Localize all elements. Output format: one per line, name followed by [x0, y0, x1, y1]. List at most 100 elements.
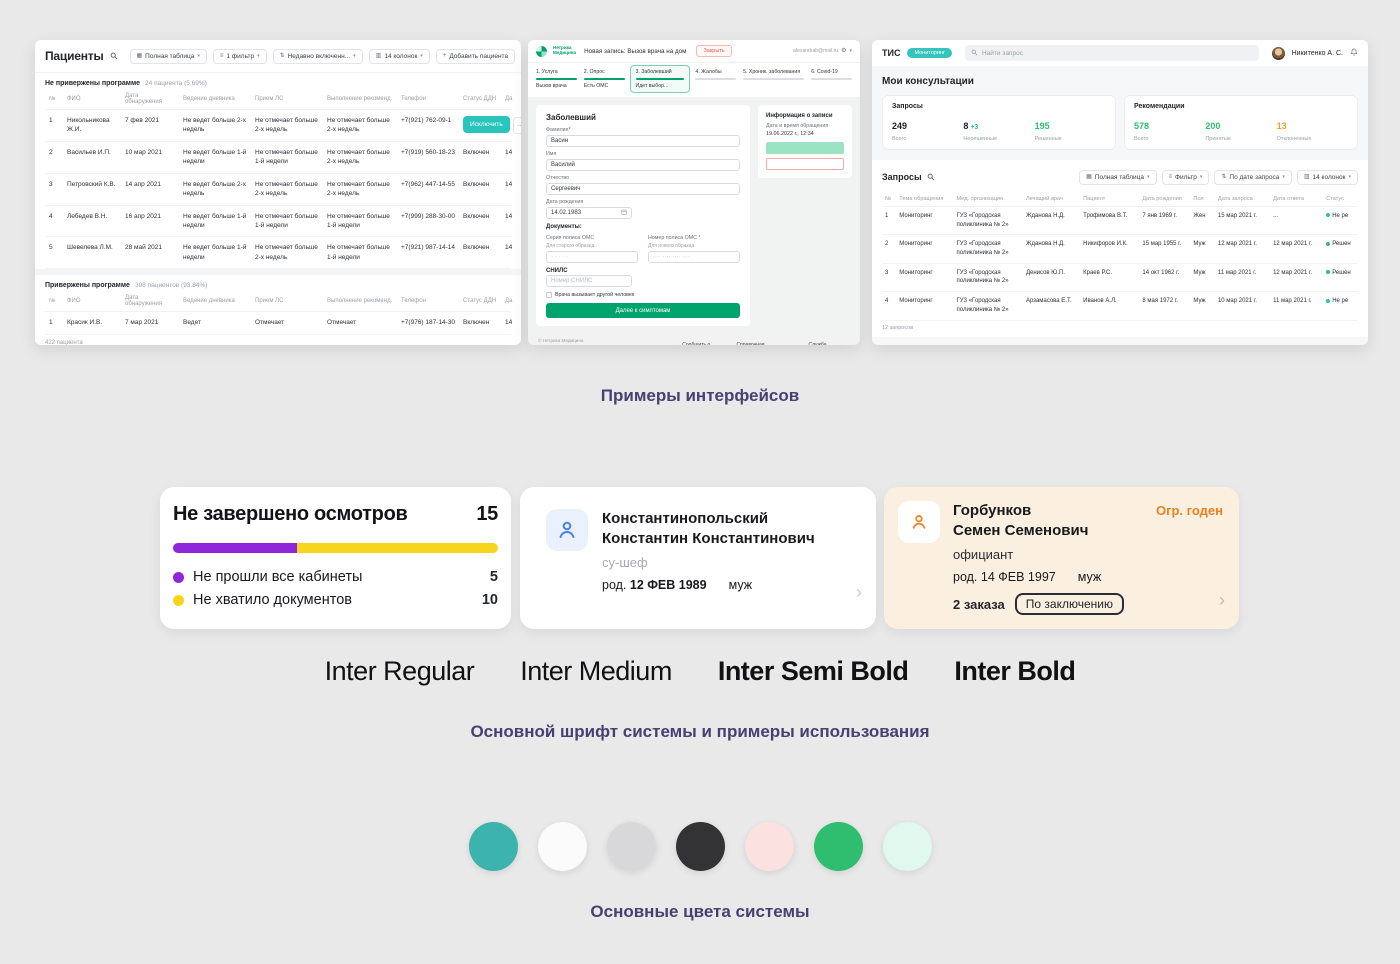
user-name[interactable]: Никитенко А. С.	[1291, 49, 1343, 57]
close-button[interactable]: Закрыть	[696, 45, 732, 57]
stepper-step[interactable]: 2. Опрос Есть ОМС	[583, 69, 625, 89]
middlename-field[interactable]: Сергеевич	[546, 183, 740, 195]
filter-select[interactable]: ≡ 1 фильтр ▾	[212, 48, 267, 64]
columns-select[interactable]: ▥ 14 колонок ▾	[1296, 169, 1358, 185]
calendar-icon[interactable]	[621, 209, 627, 217]
plus-icon: +	[442, 53, 447, 59]
oms-series-field[interactable]: · · · · ·	[546, 251, 638, 263]
stat-item: 249 Всего	[892, 121, 908, 142]
table-cell: Никольникова Ж.И.	[63, 109, 121, 142]
oms-number-field[interactable]: ···· ···· ···· ····	[648, 251, 740, 263]
chevron-down-icon: ▾	[1282, 173, 1285, 180]
requests-table: № Тема обращения Мед. организация Лечащи…	[882, 192, 1358, 321]
color-swatch	[675, 822, 725, 871]
table-cell: 7 фев 2021	[121, 109, 179, 142]
next-symptoms-button[interactable]: Далее к симптомам	[546, 303, 740, 318]
table-row[interactable]: 4 Мониторинг ГУЗ «Городская поликлиника …	[882, 291, 1358, 321]
employee-name: Горбунков Семен Семенович	[953, 502, 1089, 539]
empty-slot[interactable]	[766, 158, 844, 170]
support-link[interactable]: ?Служба поддержки	[801, 342, 850, 345]
checkbox[interactable]	[546, 292, 552, 298]
account-email[interactable]: alexandrab@mail.ru ⚙ ▾	[793, 47, 852, 54]
filter-select[interactable]: ≡ Фильтр ▾	[1161, 169, 1210, 185]
table-cell: Муж	[1190, 263, 1215, 293]
table-row[interactable]: 2 Мониторинг ГУЗ «Городская поликлиника …	[882, 234, 1358, 264]
column-header: Статус ДДН	[459, 89, 501, 110]
section-divider	[35, 269, 521, 276]
sort-select[interactable]: ⇅ По дате запроса ▾	[1214, 169, 1292, 185]
settings-icon[interactable]: ⚙	[841, 48, 847, 54]
report-issue-link[interactable]: ✆Сообщить о сбое	[676, 342, 720, 345]
table-row[interactable]: 2 Васильев И.П. 10 мар 2021 Не ведет бол…	[45, 141, 512, 174]
stepper: 1. Услуга Вызов врача 2. Опрос Есть ОМС …	[528, 62, 860, 97]
table-header-row: № ФИО Дата обнаружения Ведение дневника …	[45, 291, 512, 313]
column-header: Да	[501, 89, 512, 110]
chevron-right-icon[interactable]: ›	[1219, 590, 1225, 610]
color-swatch	[606, 822, 656, 871]
employee-card-restricted[interactable]: Горбунков Семен Семенович официант род. 1…	[884, 487, 1239, 629]
step-progress-line	[583, 78, 625, 80]
conclusion-chip[interactable]: По заключению	[1014, 593, 1124, 615]
table-row[interactable]: 3 Петровский К.В. 14 апр 2021 Не ведет б…	[45, 173, 512, 206]
docs-title: Документы:	[546, 224, 582, 230]
search-icon[interactable]	[110, 47, 118, 65]
lastname-field[interactable]: Васин	[546, 135, 740, 147]
stepper-step[interactable]: 6. Covid-19	[811, 69, 853, 89]
firstname-field[interactable]: Василий	[546, 159, 740, 171]
table-view-select[interactable]: ▦ Полная таблица ▾	[129, 48, 207, 64]
copyright: © Нетрика МедицинаПортал информационных …	[538, 338, 660, 345]
sort-icon: ⇅	[279, 53, 285, 59]
table-cell: Исключить...	[459, 109, 521, 142]
sort-icon: ⇅	[1221, 174, 1227, 180]
table-cell: 4	[45, 205, 63, 238]
table-row[interactable]: 1 Мониторинг ГУЗ «Городская поликлиника …	[882, 206, 1358, 236]
chevron-down-icon: ▾	[353, 52, 356, 59]
patients-header: Пациенты ▦ Полная таблица ▾ ≡ 1 фильтр ▾ ⇅ Не…	[35, 40, 521, 73]
table-row[interactable]: 5 Шевелева Л.М. 28 май 2021 Не ведет бол…	[45, 236, 512, 270]
stepper-step[interactable]: 5. Хроник. заболевания	[743, 69, 805, 89]
tis-screenshot: ТИС Мониторинг Найти запрос Никитенко А.…	[872, 40, 1368, 345]
table-row[interactable]: 1 Никольникова Ж.И. 7 фев 2021 Не ведет …	[45, 109, 521, 142]
employee-card[interactable]: Константинопольский Константин Константин…	[520, 487, 876, 629]
add-patient-button[interactable]: + Добавить пациента	[435, 48, 516, 64]
table-cell: 14	[501, 205, 512, 238]
employee-role: официант	[953, 547, 1014, 562]
column-header: Лечащий врач	[1022, 192, 1081, 207]
table-row[interactable]: 1 Красик И.В. 7 мар 2021 Ведет Отмечает …	[45, 311, 512, 335]
search-input[interactable]: Найти запрос	[964, 45, 1259, 61]
stepper-step[interactable]: 1. Услуга Вызов врача	[536, 69, 577, 89]
column-header: Дата запроса	[1214, 192, 1271, 207]
table-header-row: № ФИО Дата обнаружения Ведение дневника …	[45, 89, 512, 110]
table-cell: Муж	[1190, 234, 1215, 264]
sort-select[interactable]: ⇅ Недавно включенн... ▾	[272, 48, 363, 64]
table-cell: 14 окт 1962 г.	[1139, 263, 1191, 293]
table-cell: 16 апр 2021	[121, 205, 179, 238]
table-cell: 11 мар 2021 г.	[1214, 263, 1271, 293]
bell-icon[interactable]	[1350, 48, 1358, 58]
reference-info-link[interactable]: iСправочная информация	[729, 342, 792, 345]
table-row[interactable]: 4 Лебедев В.Н. 16 апр 2021 Не ведет боль…	[45, 205, 512, 238]
chevron-right-icon[interactable]: ›	[856, 582, 862, 602]
snils-title: СНИЛС	[546, 268, 568, 274]
more-actions-button[interactable]: ...	[512, 117, 521, 134]
table-row[interactable]: 3 Мониторинг ГУЗ «Городская поликлиника …	[882, 263, 1358, 293]
search-icon[interactable]	[927, 168, 935, 186]
table-cell: Не отмечает больше 2-х недель	[323, 173, 397, 206]
table-cell: Не ведет больше 2-х недель	[179, 109, 251, 142]
fitness-status-badge: Огр. годен	[1155, 503, 1223, 518]
birthdate-field[interactable]: 14.02.1983	[546, 207, 632, 219]
columns-select[interactable]: ▥ 14 колонок ▾	[368, 48, 430, 64]
other-person-checkbox[interactable]: Врача вызывает другой человек	[546, 292, 740, 298]
table-cell: 14	[501, 311, 512, 335]
stepper-step[interactable]: 4. Жалобы	[695, 69, 737, 89]
selected-slot[interactable]	[766, 142, 844, 154]
table-view-select[interactable]: ▦ Полная таблица ▾	[1079, 169, 1157, 185]
column-header: №	[45, 89, 63, 110]
user-avatar[interactable]	[1271, 46, 1285, 60]
stepper-step[interactable]: 3. Заболевший Идет выбор...	[629, 65, 691, 93]
exclude-button[interactable]: Исключить	[463, 116, 510, 134]
step-progress-line	[811, 78, 853, 80]
snils-field[interactable]: Номер СНИЛС	[546, 275, 632, 287]
section-header: Привержены программе 398 пациентов (93.8…	[35, 275, 521, 291]
